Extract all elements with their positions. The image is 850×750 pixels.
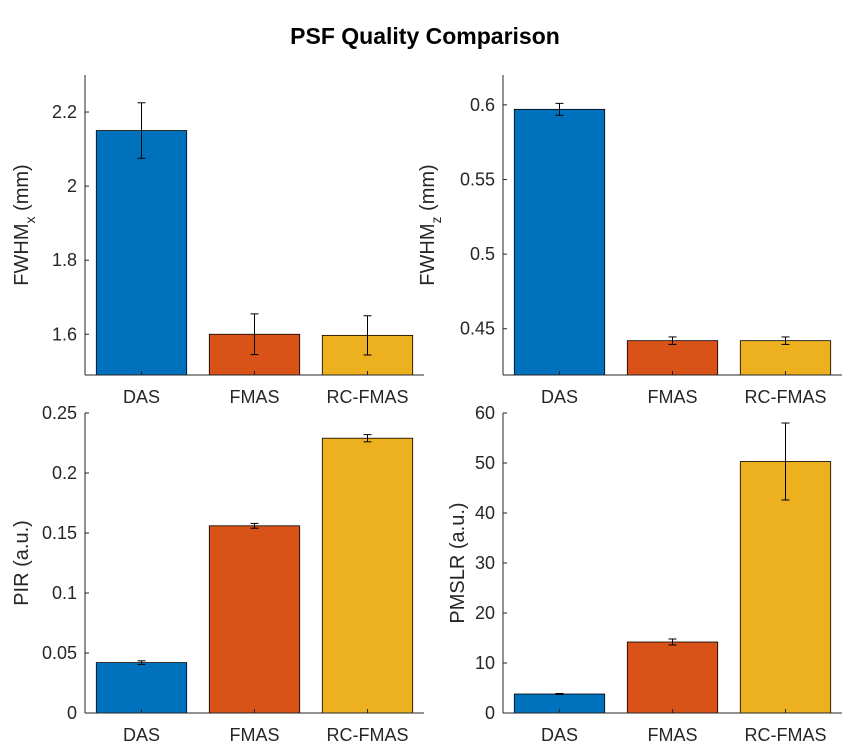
y-tick-label: 60 [475,403,495,423]
y-axis-label-main: FWHM [11,224,33,286]
x-tick-label: FMAS [229,725,279,745]
y-axis-label-main: PMSLR (a.u.) [447,502,469,623]
y-axis-label: FWHMx (mm) [11,164,38,285]
y-tick-label: 1.8 [52,250,77,270]
y-axis-label: PMSLR (a.u.) [447,502,469,623]
y-tick-label: 0.15 [42,523,77,543]
y-axis-label: PIR (a.u.) [11,520,33,606]
bar-das [95,130,188,376]
y-tick-label: 0.25 [42,403,77,423]
x-tick-label: FMAS [647,387,697,407]
x-tick-label: RC-FMAS [327,725,409,745]
y-tick-label: 0.45 [460,319,495,339]
y-tick-label: 40 [475,503,495,523]
bar-rc-fmas [321,437,414,714]
y-tick-label: 30 [475,553,495,573]
bar-fmas [626,340,719,376]
y-axis-label-subscript: x [22,217,38,224]
y-tick-label: 2 [67,176,77,196]
y-axis-label-subscript: z [428,217,444,224]
y-axis-label-main: PIR (a.u.) [11,520,33,606]
chart-panel-pmslr: DAS FMAS RC-FMAS 0 10 20 30 40 50 60 PMSLR (a.u.) [447,403,842,745]
x-tick-label: DAS [541,725,578,745]
y-tick-label: 0.1 [52,583,77,603]
chart-panel-fwhm-x: DAS FMAS RC-FMAS 1.6 1.8 2 2.2 FWHMx (mm) [11,75,424,407]
y-tick-label: 20 [475,603,495,623]
x-tick-label: FMAS [647,725,697,745]
y-axis-label-unit: (mm) [11,164,33,216]
y-tick-label: 50 [475,453,495,473]
x-tick-label: RC-FMAS [327,387,409,407]
chart-panel-fwhm-z: DAS FMAS RC-FMAS 0.45 0.5 0.55 0.6 FWHMz (mm) [417,75,842,407]
y-tick-label: 0.55 [460,169,495,189]
x-tick-label: RC-FMAS [745,725,827,745]
y-axis-label-unit: (mm) [417,164,439,216]
y-axis-label: FWHMz (mm) [417,164,444,285]
x-tick-label: DAS [541,387,578,407]
bar-rc-fmas [739,461,832,714]
bar-das [95,662,188,714]
bar-das [513,108,606,376]
x-tick-label: DAS [123,725,160,745]
y-tick-label: 0.05 [42,643,77,663]
y-tick-label: 2.2 [52,102,77,122]
y-tick-label: 10 [475,653,495,673]
chart-panel-pir: DAS FMAS RC-FMAS 0 0.05 0.1 0.15 0.2 0.25 PIR (a.… [11,403,424,745]
figure-title: PSF Quality Comparison [290,23,560,49]
bar-rc-fmas [739,340,832,376]
y-tick-label: 0 [67,703,77,723]
x-tick-label: RC-FMAS [745,387,827,407]
y-axis-label-main: FWHM [417,224,439,286]
x-tick-label: FMAS [229,387,279,407]
y-tick-label: 0 [485,703,495,723]
y-tick-label: 0.5 [470,244,495,264]
bar-fmas [626,641,719,714]
x-tick-label: DAS [123,387,160,407]
bar-fmas [208,525,301,714]
y-tick-label: 0.6 [470,95,495,115]
y-tick-label: 0.2 [52,463,77,483]
y-tick-label: 1.6 [52,324,77,344]
